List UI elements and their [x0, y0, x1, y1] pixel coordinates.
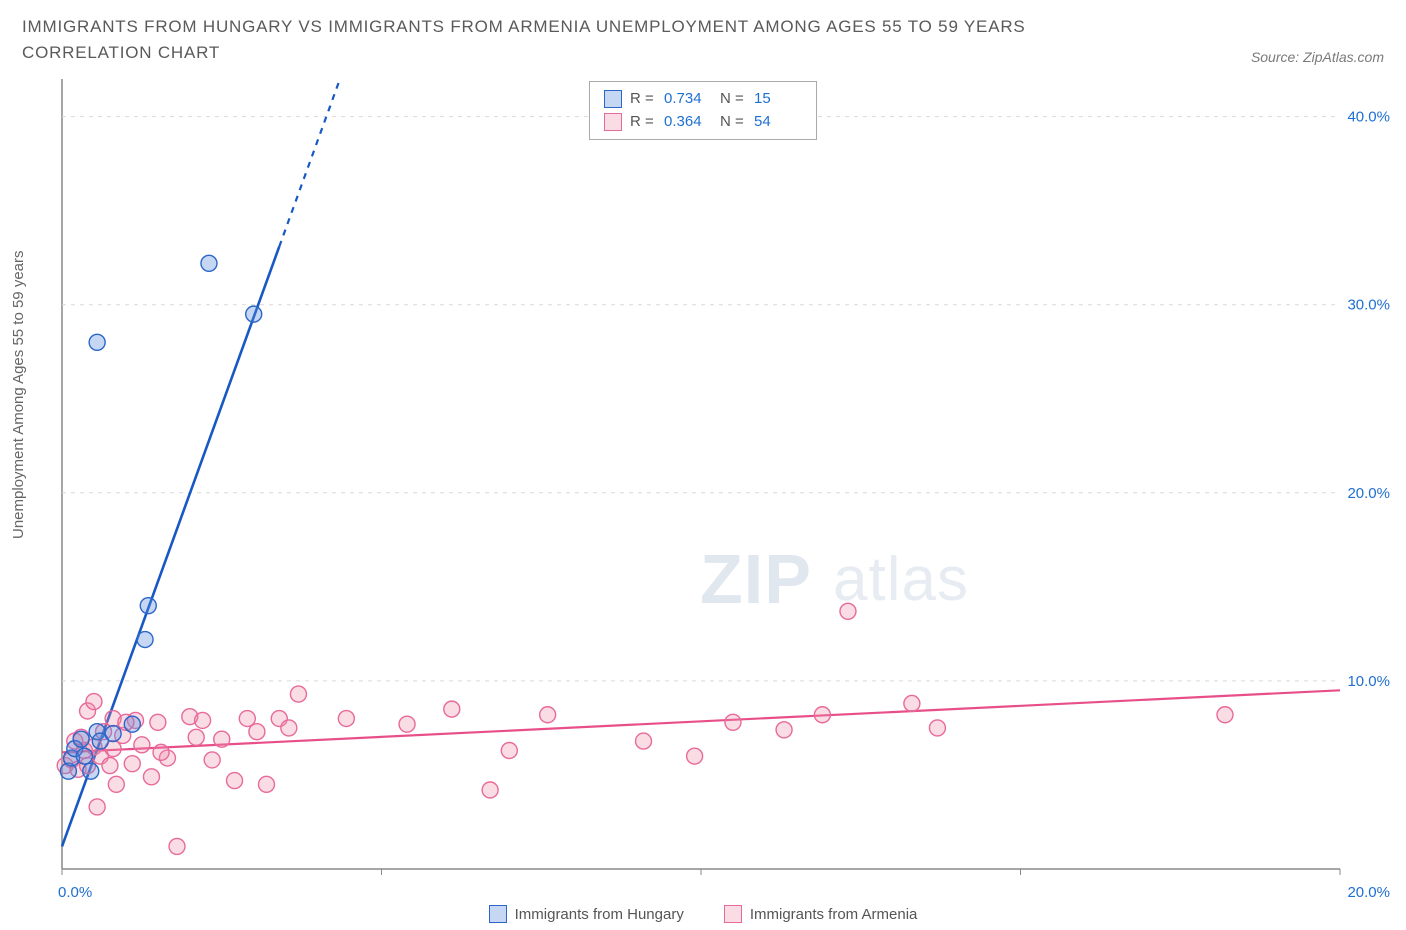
svg-text:0.0%: 0.0% — [58, 884, 92, 901]
scatter-chart: 10.0% 20.0% 30.0% 40.0% 0.0% 20.0% — [0, 69, 1406, 911]
page-title: IMMIGRANTS FROM HUNGARY VS IMMIGRANTS FR… — [22, 14, 1142, 65]
source-text: Source: ZipAtlas.com — [1251, 49, 1384, 65]
series-legend: Immigrants from HungaryImmigrants from A… — [0, 905, 1406, 923]
svg-text:20.0%: 20.0% — [1347, 884, 1390, 901]
svg-text:20.0%: 20.0% — [1347, 485, 1390, 502]
chart-container: 10.0%20.0%30.0%40.0%0.0%20.0% ZIP atlas … — [0, 69, 1406, 929]
y-axis-label: Unemployment Among Ages 55 to 59 years — [10, 250, 27, 539]
svg-text:40.0%: 40.0% — [1347, 109, 1390, 126]
stats-legend: R =0.734 N =15 R =0.364 N =54 — [589, 81, 817, 140]
svg-text:10.0%: 10.0% — [1347, 673, 1390, 690]
svg-text:30.0%: 30.0% — [1347, 297, 1390, 314]
